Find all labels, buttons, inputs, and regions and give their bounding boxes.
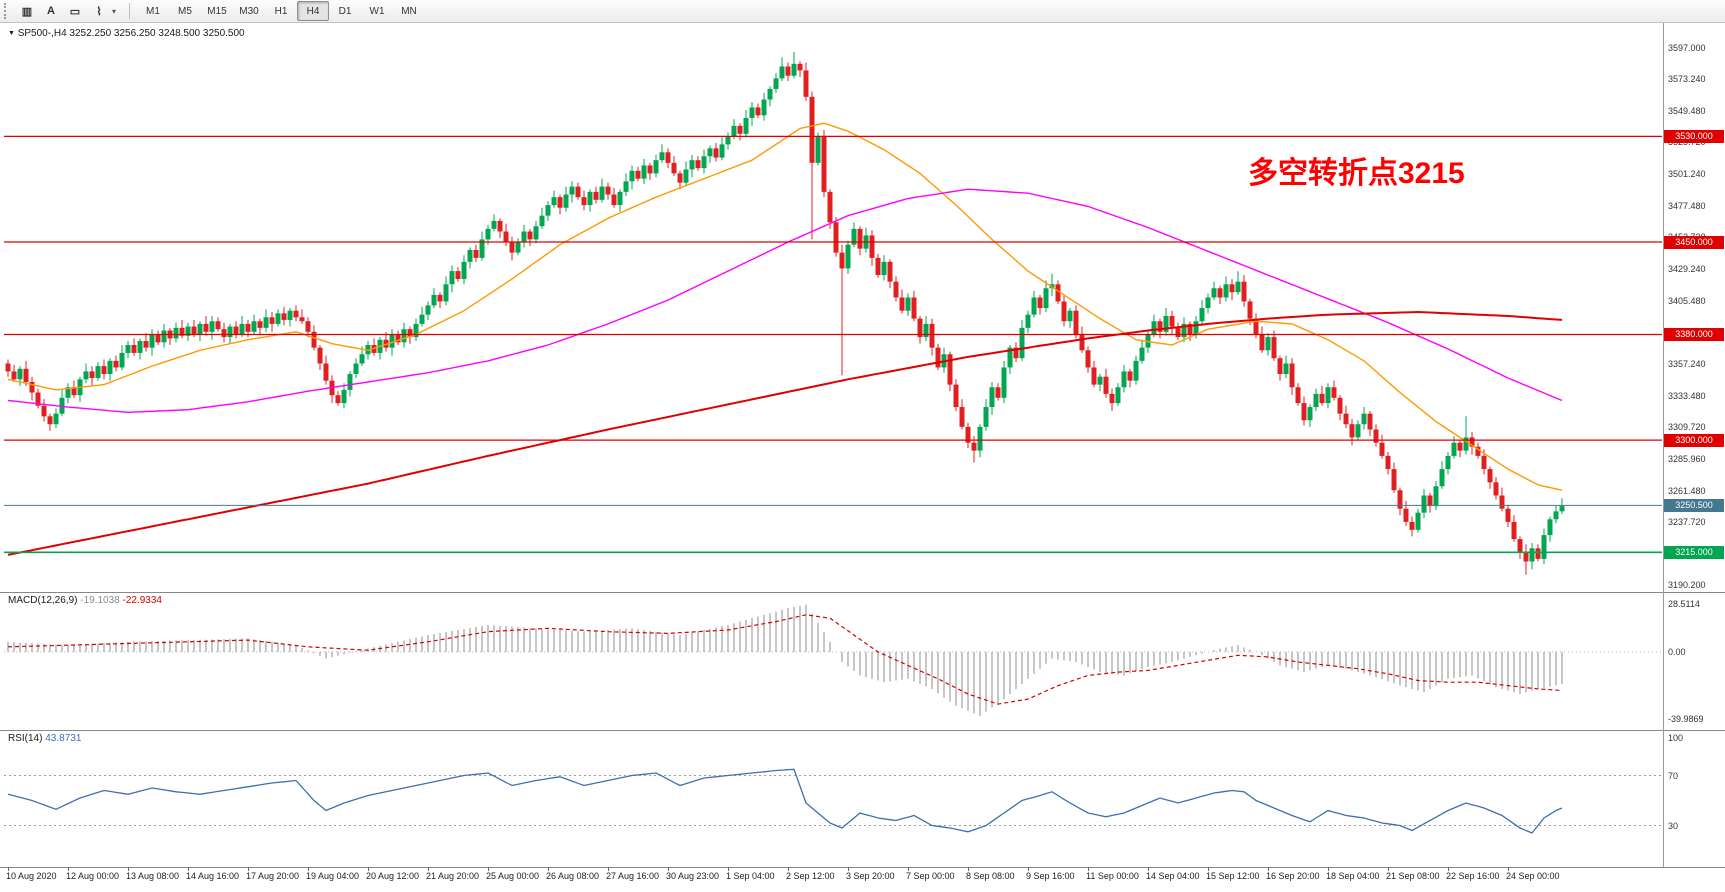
panel-separators bbox=[0, 23, 1725, 868]
tf-button-M30[interactable]: M30 bbox=[239, 5, 259, 17]
tf-button-D1[interactable]: D1 bbox=[338, 5, 352, 17]
tf-button-M15[interactable]: M15 bbox=[207, 5, 227, 17]
tf-button-H4[interactable]: H4 bbox=[297, 1, 329, 22]
rsi-panel bbox=[4, 768, 1662, 834]
candles-layer bbox=[5, 51, 1565, 575]
tf-button-H1[interactable]: H1 bbox=[274, 5, 288, 17]
ma-fast-orange-line bbox=[7, 122, 1563, 491]
ma-slow-red-line bbox=[7, 310, 1563, 556]
chevron-down-icon[interactable]: ▾ bbox=[112, 6, 117, 16]
macd-panel bbox=[4, 604, 1662, 716]
timeframe-button-group: M1 M5 M15 M30 H1 H4 D1 W1 MN bbox=[137, 1, 425, 22]
ma-medium-magenta-line bbox=[7, 188, 1563, 414]
tf-button-M5[interactable]: M5 bbox=[178, 5, 192, 17]
line-studies-icon[interactable]: ⌇ bbox=[96, 5, 102, 18]
level-lines bbox=[4, 135, 1662, 554]
tf-button-W1[interactable]: W1 bbox=[369, 5, 385, 17]
text-tool-icon[interactable]: A bbox=[47, 5, 55, 17]
toolbar: ▥ A ▭ ⌇ ▾ M1 M5 M15 M30 H1 H4 D1 W1 MN bbox=[0, 0, 1725, 23]
tf-button-MN[interactable]: MN bbox=[401, 5, 417, 17]
tf-button-M1[interactable]: M1 bbox=[146, 5, 160, 17]
object-tool-icon[interactable]: ▭ bbox=[69, 5, 81, 18]
toolbar-grip[interactable] bbox=[4, 3, 10, 19]
toolbar-separator bbox=[129, 3, 130, 19]
chart-icon[interactable]: ▥ bbox=[21, 5, 33, 18]
